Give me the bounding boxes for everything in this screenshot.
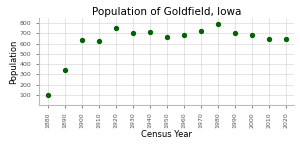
Point (266, 38, 271, 41)
Point (79, 39, 84, 41)
Point (164, 36, 169, 38)
Point (130, 32, 135, 34)
Point (215, 23, 220, 25)
Point (62, 69, 67, 71)
Point (45, 94, 50, 96)
Point (96, 40, 101, 42)
Point (198, 30, 203, 33)
Point (113, 27, 118, 29)
Y-axis label: Population: Population (9, 39, 18, 84)
Point (232, 32, 237, 34)
X-axis label: Census Year: Census Year (141, 130, 192, 139)
Point (147, 31, 152, 33)
Point (181, 34, 186, 36)
Title: Population of Goldfield, Iowa: Population of Goldfield, Iowa (92, 7, 241, 17)
Point (283, 38, 288, 41)
Point (249, 34, 254, 37)
